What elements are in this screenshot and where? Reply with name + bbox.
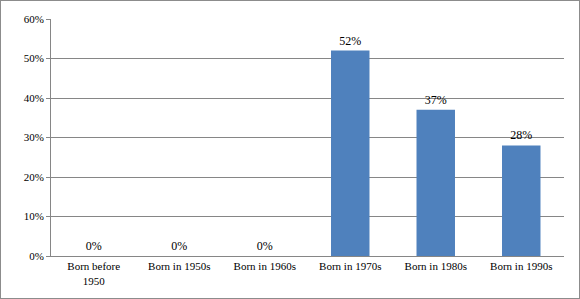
svg-text:40%: 40% <box>24 92 44 104</box>
svg-text:37%: 37% <box>425 93 447 107</box>
svg-text:Born before1950: Born before1950 <box>67 260 120 286</box>
svg-text:52%: 52% <box>339 34 361 48</box>
svg-text:28%: 28% <box>510 128 532 142</box>
svg-text:30%: 30% <box>24 131 44 143</box>
svg-text:Born in 1990s: Born in 1990s <box>490 260 552 272</box>
svg-text:Born in 1960s: Born in 1960s <box>234 260 296 272</box>
svg-text:10%: 10% <box>24 210 44 222</box>
svg-text:60%: 60% <box>24 13 44 25</box>
svg-text:20%: 20% <box>24 171 44 183</box>
svg-text:50%: 50% <box>24 52 44 64</box>
svg-text:0%: 0% <box>29 250 44 262</box>
svg-text:Born in 1950s: Born in 1950s <box>148 260 210 272</box>
svg-text:0%: 0% <box>86 239 102 253</box>
svg-text:0%: 0% <box>171 239 187 253</box>
svg-text:Born in 1970s: Born in 1970s <box>319 260 381 272</box>
svg-text:Born in 1980s: Born in 1980s <box>405 260 467 272</box>
svg-text:0%: 0% <box>257 239 273 253</box>
